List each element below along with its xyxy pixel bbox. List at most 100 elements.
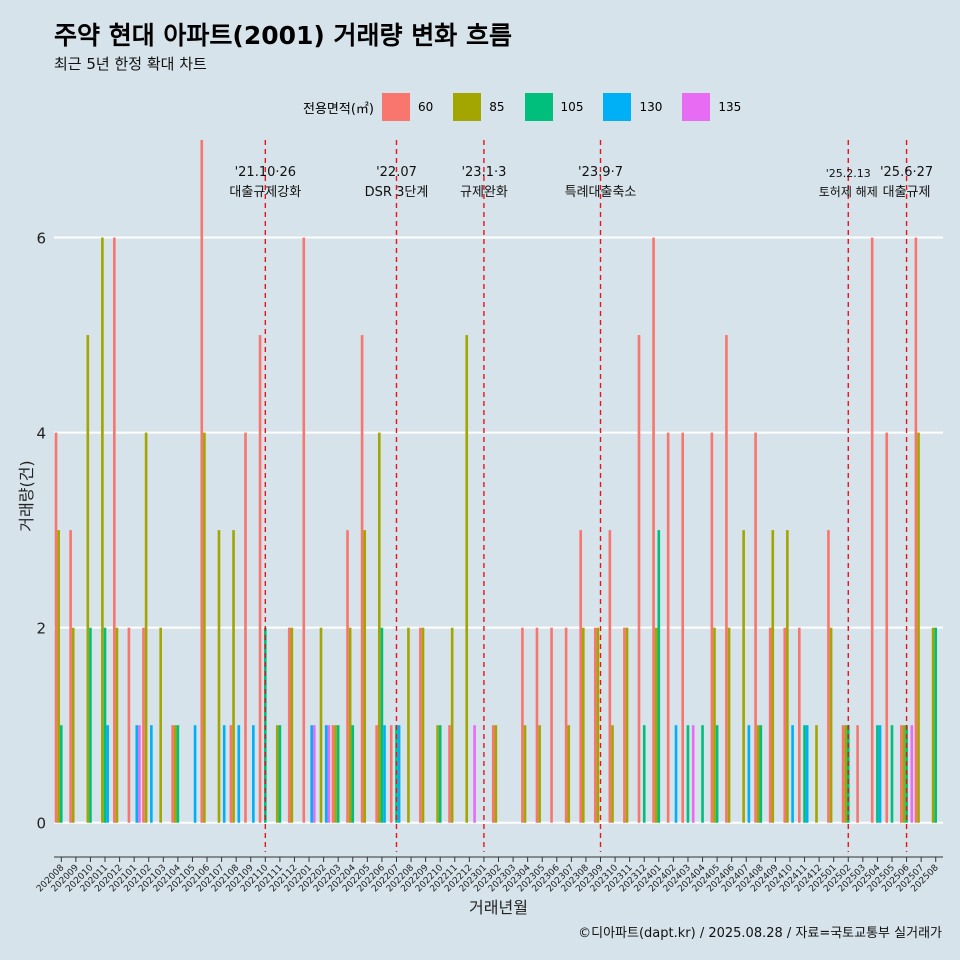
bar bbox=[771, 530, 775, 823]
bar bbox=[564, 627, 568, 823]
y-axis-title: 거래량(건) bbox=[17, 460, 36, 531]
bar bbox=[346, 530, 349, 823]
bar bbox=[701, 725, 704, 823]
bar bbox=[691, 725, 695, 823]
bar bbox=[567, 725, 571, 823]
bar bbox=[754, 432, 757, 823]
bar bbox=[681, 432, 685, 823]
bar bbox=[768, 627, 772, 823]
bar bbox=[101, 237, 104, 823]
bar bbox=[327, 725, 331, 823]
bar bbox=[380, 627, 384, 823]
bar bbox=[258, 335, 262, 823]
bar bbox=[756, 725, 760, 823]
event-label: 규제완화 bbox=[460, 185, 508, 200]
bar bbox=[856, 725, 859, 823]
bar bbox=[176, 725, 180, 823]
bar bbox=[473, 725, 476, 823]
bar bbox=[106, 725, 109, 823]
bar bbox=[138, 725, 141, 823]
x-axis-title: 거래년월 bbox=[469, 898, 528, 917]
event-date-label: '23.9·7 bbox=[578, 165, 623, 180]
bar bbox=[436, 725, 439, 823]
event-date-label: '23.1·3 bbox=[461, 165, 506, 180]
bar bbox=[287, 627, 291, 823]
event-label: 특례대출축소 bbox=[565, 185, 637, 200]
bar bbox=[910, 725, 914, 823]
chart-title: 주약 현대 아파트(2001) 거래량 변화 흐름 bbox=[54, 21, 512, 50]
legend-title: 전용면적(㎡) bbox=[303, 101, 374, 117]
bar bbox=[914, 237, 918, 823]
legend-swatch-130 bbox=[603, 93, 632, 121]
bar bbox=[375, 725, 378, 823]
bar bbox=[870, 237, 874, 823]
bar bbox=[290, 627, 294, 823]
bar bbox=[244, 432, 247, 823]
bar bbox=[642, 725, 646, 823]
legend: 전용면적(㎡) 60 85 105 130 135 bbox=[303, 92, 761, 122]
bar bbox=[890, 725, 894, 823]
bar bbox=[878, 725, 882, 823]
bar bbox=[841, 725, 845, 823]
bar bbox=[203, 432, 206, 823]
bar bbox=[336, 725, 340, 823]
bar bbox=[797, 627, 801, 823]
bar bbox=[69, 530, 72, 823]
bar bbox=[334, 725, 337, 823]
bar bbox=[582, 627, 585, 823]
bar bbox=[686, 725, 690, 823]
bar bbox=[229, 725, 233, 823]
chart-subtitle: 최근 5년 한정 확대 차트 bbox=[54, 55, 207, 73]
event-date-label: '21.10·26 bbox=[235, 165, 296, 180]
bar bbox=[232, 530, 235, 823]
bar bbox=[450, 627, 454, 823]
bar bbox=[876, 725, 879, 823]
bar bbox=[419, 627, 422, 823]
bar bbox=[383, 725, 386, 823]
legend-item-60: 60 bbox=[381, 93, 453, 121]
bar bbox=[237, 725, 241, 823]
bar bbox=[275, 725, 279, 823]
legend-item-85: 85 bbox=[453, 93, 524, 121]
legend-swatch-60 bbox=[381, 93, 410, 121]
event-label: 토허제 해제 bbox=[819, 185, 878, 199]
bar bbox=[113, 237, 116, 823]
bar bbox=[494, 725, 498, 823]
legend-item-105: 105 bbox=[524, 93, 604, 121]
source-caption: ©디아파트(dapt.kr) / 2025.08.28 / 자료=국토교통부 실… bbox=[578, 926, 942, 941]
bar bbox=[523, 725, 527, 823]
bar bbox=[324, 725, 328, 823]
bar bbox=[331, 725, 335, 823]
event-date-label: '25.2.13 bbox=[826, 167, 871, 180]
bar bbox=[348, 627, 352, 823]
bar bbox=[173, 725, 177, 823]
bar bbox=[491, 725, 495, 823]
event-label: 대출규제 bbox=[883, 185, 931, 200]
bar bbox=[465, 335, 469, 823]
bar bbox=[252, 725, 255, 823]
bar bbox=[827, 530, 830, 823]
bar bbox=[150, 725, 153, 823]
event-date-label: '25.6·27 bbox=[880, 165, 933, 180]
bar bbox=[550, 627, 553, 823]
bar bbox=[217, 530, 221, 823]
bar bbox=[397, 725, 401, 823]
bar bbox=[159, 627, 162, 823]
bar bbox=[593, 627, 597, 823]
bar bbox=[625, 627, 629, 823]
y-tick-label: 2 bbox=[36, 620, 46, 638]
bar bbox=[200, 140, 204, 823]
bar bbox=[310, 725, 313, 823]
bar bbox=[674, 725, 678, 823]
bar bbox=[710, 432, 714, 823]
bar bbox=[713, 627, 716, 823]
legend-swatch-105 bbox=[524, 93, 553, 121]
bar bbox=[360, 335, 364, 823]
bar bbox=[759, 725, 763, 823]
legend-item-130: 130 bbox=[603, 93, 682, 121]
bar bbox=[725, 335, 728, 823]
event-label: DSR 3단계 bbox=[365, 185, 429, 200]
bar bbox=[127, 627, 131, 823]
bar bbox=[844, 725, 847, 823]
